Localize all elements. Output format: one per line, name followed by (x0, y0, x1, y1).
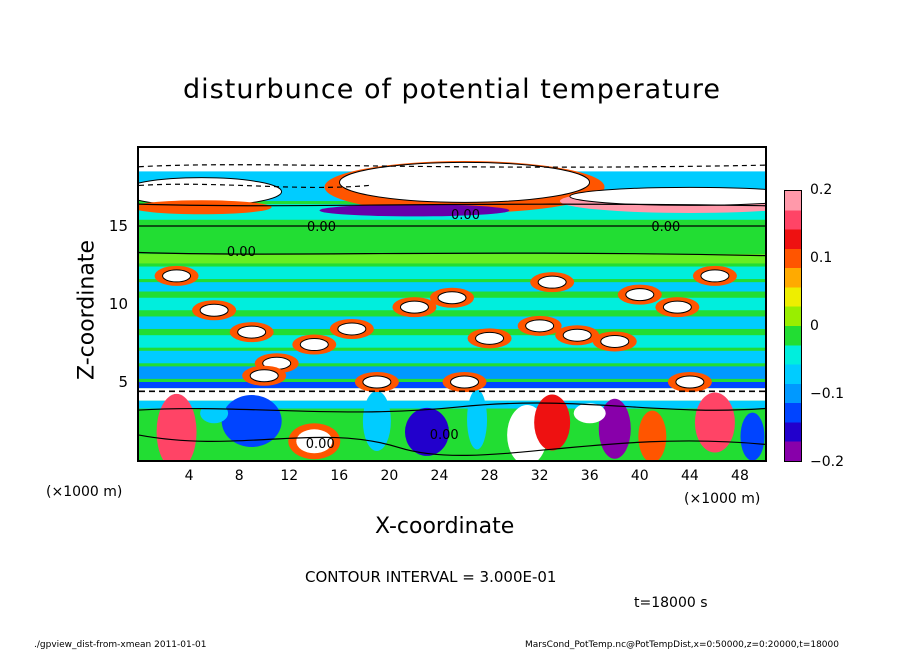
field-blob (399, 300, 429, 314)
contour-label: 0.00 (451, 207, 480, 223)
contour-label: 0.00 (226, 245, 256, 261)
time-label: t=18000 s (634, 595, 708, 611)
contour-line (139, 251, 765, 257)
field-blob (534, 394, 571, 451)
contour-line (139, 203, 765, 207)
x-axis-label: X-coordinate (375, 514, 515, 539)
footer-right: MarsCond_PotTemp.nc@PotTempDist,x=0:5000… (525, 640, 839, 650)
x-tick-label: 44 (680, 468, 699, 484)
field-blob (662, 300, 692, 314)
colorbar-tick-label: −0.2 (810, 454, 844, 470)
field-blob (249, 369, 279, 383)
field-blob (700, 269, 730, 283)
footer-left: ./gpview_dist-from-xmean 2011-01-01 (34, 640, 207, 650)
field-blob (337, 322, 367, 336)
colorbar-tick-label: 0.1 (810, 250, 833, 266)
contour-line (139, 183, 370, 189)
field-band (139, 316, 765, 329)
field-blob (467, 389, 488, 450)
y-tick-label: 5 (118, 373, 128, 391)
field-blob (199, 303, 229, 317)
contour-label: 0.00 (429, 427, 459, 443)
colorbar-tick-label: 0 (810, 318, 819, 334)
x-tick-label: 20 (380, 468, 399, 484)
field-blob (200, 403, 229, 424)
field-band (139, 366, 765, 379)
field-blob (598, 398, 631, 459)
x-tick-label: 36 (580, 468, 599, 484)
field-blob (339, 161, 591, 203)
field-band (139, 350, 765, 364)
x-axis-unit-left: (×1000 m) (46, 484, 123, 500)
field-band (139, 254, 765, 264)
x-tick-label: 32 (530, 468, 549, 484)
field-blob (162, 269, 192, 283)
x-tick-label: 40 (630, 468, 649, 484)
contour-line (139, 402, 765, 413)
field-blob (156, 393, 197, 460)
field-blob (569, 186, 765, 206)
field-blob (562, 328, 592, 342)
colorbar (784, 190, 802, 462)
field-blob (237, 325, 267, 339)
field-blob (475, 331, 505, 345)
chart-title: disturbunce of potential temperature (183, 74, 721, 105)
field-blob (600, 334, 630, 348)
field-blob (537, 275, 567, 289)
field-band (139, 400, 765, 409)
y-tick-label: 15 (108, 217, 128, 235)
field-blob (362, 375, 392, 389)
field-blob (525, 319, 555, 333)
field-blob (437, 291, 467, 305)
field-blob (221, 395, 282, 447)
contour-interval-text: CONTOUR INTERVAL = 3.000E-01 (305, 568, 557, 586)
x-axis-unit-right: (×1000 m) (684, 491, 761, 507)
field-blob (319, 204, 510, 217)
field-band (139, 388, 765, 401)
contour-label: 0.00 (307, 220, 336, 236)
plot-area (137, 146, 767, 462)
field-blob (139, 200, 272, 215)
field-blob (675, 375, 705, 389)
contour-line (139, 434, 765, 456)
field-blob (638, 410, 667, 460)
contour-line (139, 164, 765, 168)
field-band (139, 266, 765, 280)
x-tick-label: 4 (184, 468, 194, 484)
x-tick-label: 24 (430, 468, 449, 484)
field-blob (694, 392, 735, 453)
contour-label: 0.00 (651, 220, 681, 236)
y-axis-label: Z-coordinate (74, 240, 100, 380)
field-blob (450, 375, 480, 389)
colorbar-tick-label: 0.2 (810, 182, 833, 198)
x-tick-label: 8 (234, 468, 244, 484)
field-blob (740, 412, 765, 460)
x-tick-label: 48 (731, 468, 749, 484)
field-blob (296, 429, 333, 454)
colorbar-tick-label: −0.1 (810, 386, 844, 402)
x-tick-label: 16 (330, 468, 349, 484)
y-tick-label: 10 (108, 295, 128, 313)
field-blob (625, 288, 655, 302)
x-tick-label: 12 (280, 468, 299, 484)
field-blob (362, 391, 391, 451)
field-band (139, 282, 765, 292)
field-blob (404, 407, 449, 456)
field-blob (299, 338, 329, 352)
heatmap-field (139, 148, 765, 460)
contour-label: 0.00 (305, 436, 335, 452)
field-blob (573, 403, 606, 424)
x-tick-label: 28 (480, 468, 499, 484)
